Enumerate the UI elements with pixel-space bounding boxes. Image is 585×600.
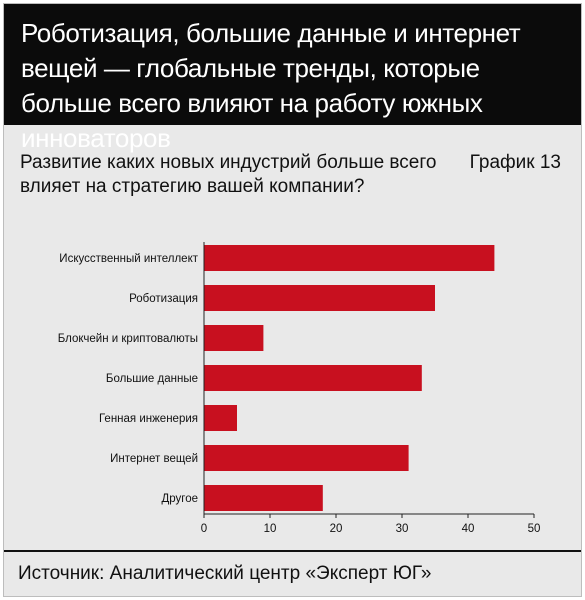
x-tick-label: 50 (528, 523, 541, 535)
bar-chart: Искусственный интеллект Роботизация Блокче… (58, 242, 541, 535)
category-label: Блокчейн и криптовалюты (58, 333, 198, 345)
headline: Роботизация, большие данные и интернет в… (21, 18, 521, 153)
source-note: Источник: Аналитический центр «Эксперт Ю… (18, 563, 432, 584)
bar (204, 325, 264, 351)
bar (204, 365, 422, 391)
header-banner: Роботизация, большие данные и интернет в… (4, 4, 581, 153)
bar (204, 445, 409, 471)
x-tick-label: 40 (462, 523, 475, 535)
x-tick-label: 20 (330, 523, 343, 535)
category-label: Искусственный интеллект (59, 253, 198, 265)
bar (204, 285, 435, 311)
chart-card: Роботизация, большие данные и интернет в… (3, 3, 582, 597)
x-tick-label: 10 (264, 523, 277, 535)
chart-question: Развитие каких новых индустрий больше вс… (20, 152, 437, 197)
bar (204, 245, 495, 271)
bar (204, 405, 237, 431)
footer: Источник: Аналитический центр «Эксперт Ю… (4, 550, 581, 598)
category-label: Интернет вещей (110, 453, 198, 465)
x-tick-label: 0 (201, 523, 207, 535)
graph-number-label: График 13 (469, 152, 561, 173)
category-label: Роботизация (129, 293, 198, 305)
category-label: Генная инженерия (99, 413, 198, 425)
x-tick-label: 30 (396, 523, 409, 535)
bar (204, 485, 323, 511)
category-label: Большие данные (106, 373, 198, 385)
category-label: Другое (161, 493, 198, 505)
